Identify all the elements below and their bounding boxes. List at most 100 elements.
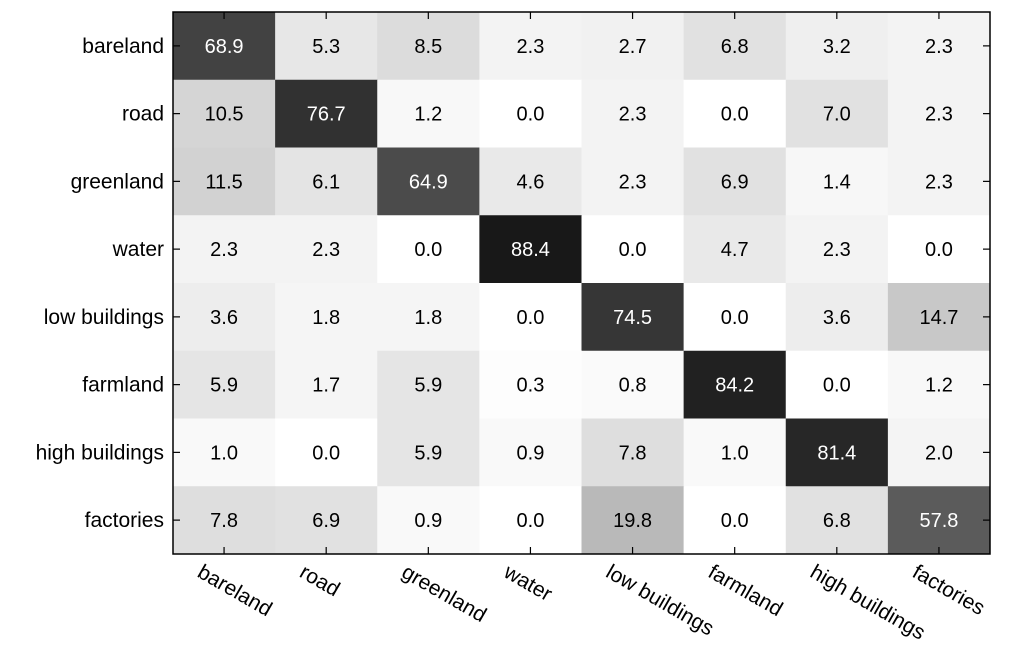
cell-value-label: 14.7	[919, 307, 958, 329]
cell-value-label: 6.8	[823, 510, 851, 532]
heatmap-cell	[479, 147, 582, 216]
heatmap-cell	[581, 12, 685, 81]
cell-value-label: 3.6	[823, 307, 851, 329]
cell-value-label: 4.7	[721, 239, 749, 261]
cell-value-label: 1.8	[312, 307, 340, 329]
cell-value-label: 6.9	[721, 171, 749, 193]
cell-value-label: 1.7	[312, 375, 340, 397]
cell-value-label: 11.5	[205, 171, 242, 193]
heatmap-cell	[173, 486, 276, 555]
heatmap-cell	[683, 418, 787, 487]
heatmap-cell	[683, 486, 787, 555]
x-tick-label: greenland	[398, 560, 490, 627]
heatmap-cell	[581, 350, 685, 419]
heatmap-cell	[377, 12, 480, 81]
cell-value-label: 1.2	[414, 104, 442, 126]
cell-value-label: 0.9	[517, 442, 545, 464]
cell-value-label: 0.0	[517, 104, 545, 126]
heatmap-cell	[683, 215, 787, 284]
cell-value-label: 2.3	[925, 36, 953, 58]
cell-value-label: 76.7	[307, 104, 346, 126]
axis-ticks	[173, 12, 990, 554]
heatmap-cell	[887, 418, 991, 487]
cell-value-label: 10.5	[205, 104, 244, 126]
heatmap-cell	[173, 350, 276, 419]
heatmap-cell	[785, 12, 889, 81]
heatmap-cell	[479, 350, 582, 419]
heatmap-cell	[479, 79, 582, 148]
cell-value-label: 0.0	[414, 239, 442, 261]
heatmap-cell	[785, 283, 889, 352]
cell-value-label: 0.0	[823, 375, 851, 397]
cell-value-label: 0.0	[517, 307, 545, 329]
cell-value-label: 0.9	[414, 510, 442, 532]
cell-value-label: 6.8	[721, 36, 749, 58]
y-tick-label: road	[122, 103, 164, 126]
y-axis-tick-labels: bareland road greenland water low buildings f…	[36, 35, 164, 532]
cell-value-label: 2.7	[619, 36, 647, 58]
heatmap-cell	[785, 486, 889, 555]
heatmap-cell	[785, 215, 889, 284]
heatmap-cell	[377, 486, 480, 555]
cell-value-label: 68.9	[205, 36, 244, 58]
cell-value-label: 3.2	[823, 36, 851, 58]
cell-value-label: 0.0	[721, 307, 749, 329]
cell-value-label: 0.0	[721, 104, 749, 126]
heatmap-cell	[887, 350, 991, 419]
cell-value-label: 0.0	[721, 510, 749, 532]
heatmap-cell	[581, 79, 685, 148]
cell-value-label: 0.0	[925, 239, 953, 261]
heatmap-cell	[377, 215, 480, 284]
heatmap-cell	[683, 79, 787, 148]
cell-value-label: 2.3	[619, 104, 647, 126]
cell-value-label: 74.5	[613, 307, 652, 329]
x-tick-label: bareland	[194, 560, 276, 621]
heatmap-cell	[377, 418, 480, 487]
heatmap-cell	[785, 79, 889, 148]
cell-value-label: 2.3	[312, 239, 340, 261]
cell-value-label: 2.0	[925, 442, 953, 464]
heatmap-cell	[887, 147, 991, 216]
y-tick-label: bareland	[82, 35, 164, 58]
cell-value-label: 3.6	[210, 307, 238, 329]
x-axis-tick-labels: bareland road greenland water low buildingsf…	[194, 560, 989, 645]
cell-value-label: 0.0	[312, 442, 340, 464]
heatmap-cell	[275, 486, 378, 555]
heatmap-cell	[173, 215, 276, 284]
y-tick-label: high buildings	[36, 441, 164, 464]
heatmap-cell	[785, 418, 889, 487]
heatmap-cell	[683, 147, 787, 216]
x-tick-label: factories	[908, 560, 988, 620]
heatmap-cell	[683, 12, 787, 81]
cell-value-label: 81.4	[817, 442, 856, 464]
heatmap-cell	[479, 418, 582, 487]
heatmap-cell	[173, 418, 276, 487]
heatmap-cell	[173, 12, 276, 81]
heatmap-cell	[887, 283, 991, 352]
cell-value-label: 7.0	[823, 104, 851, 126]
heatmap-cell	[377, 283, 480, 352]
cell-value-label: 8.5	[414, 36, 442, 58]
cell-value-label: 1.0	[210, 442, 238, 464]
heatmap-cell	[479, 12, 582, 81]
heatmap-cell	[581, 215, 685, 284]
x-tick-label: road	[296, 560, 344, 601]
heatmap-cell	[377, 147, 480, 216]
heatmap-cell	[275, 147, 378, 216]
heatmap-cell	[275, 79, 378, 148]
cell-value-label: 88.4	[511, 239, 550, 261]
cell-value-label: 2.3	[925, 171, 953, 193]
cell-value-label: 5.9	[210, 375, 238, 397]
heatmap-cell	[479, 283, 582, 352]
heatmap-cell	[887, 486, 991, 555]
heatmap-cell	[377, 350, 480, 419]
plot-frame	[172, 11, 991, 555]
cell-value-label: 4.6	[517, 171, 545, 193]
cell-value-label: 64.9	[409, 171, 448, 193]
heatmap-cell	[173, 283, 276, 352]
cell-value-label: 0.3	[517, 375, 545, 397]
cell-value-label: 5.3	[312, 36, 340, 58]
x-tick-label: water	[499, 560, 556, 606]
x-tick-label: farmland	[704, 560, 786, 621]
cell-value-label: 2.3	[517, 36, 545, 58]
